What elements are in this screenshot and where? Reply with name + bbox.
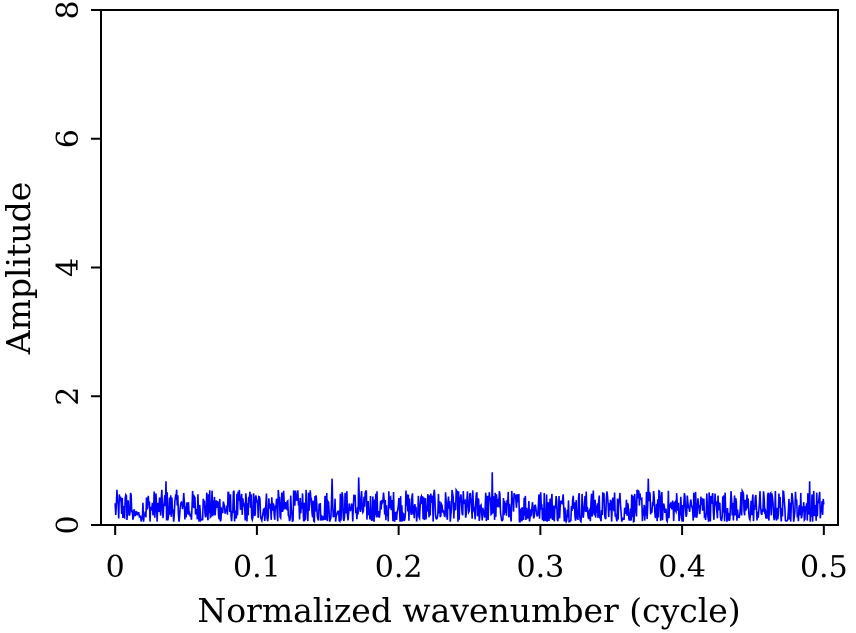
y-tick-label: 4 [51,258,86,277]
series-line [114,472,825,525]
axes-layer: 0 0.1 0.2 0.3 0.4 0.5 0 2 4 6 8 [51,0,848,585]
x-tick-label: 0 [106,550,125,585]
y-axis-label: Amplitude [0,182,38,356]
x-tick-label: 0.4 [658,550,706,585]
series-layer [114,472,825,525]
y-tick-label: 0 [51,515,86,534]
x-tick-label: 0.1 [233,550,281,585]
x-tick-label: 0.3 [517,550,565,585]
y-tick-label: 8 [51,0,86,19]
plot-frame [100,9,839,526]
y-tick-label: 2 [51,387,86,406]
x-tick-label: 0.5 [800,550,848,585]
x-tick-label: 0.2 [375,550,423,585]
x-axis-label: Normalized wavenumber (cycle) [197,591,740,630]
y-tick-label: 6 [51,129,86,148]
